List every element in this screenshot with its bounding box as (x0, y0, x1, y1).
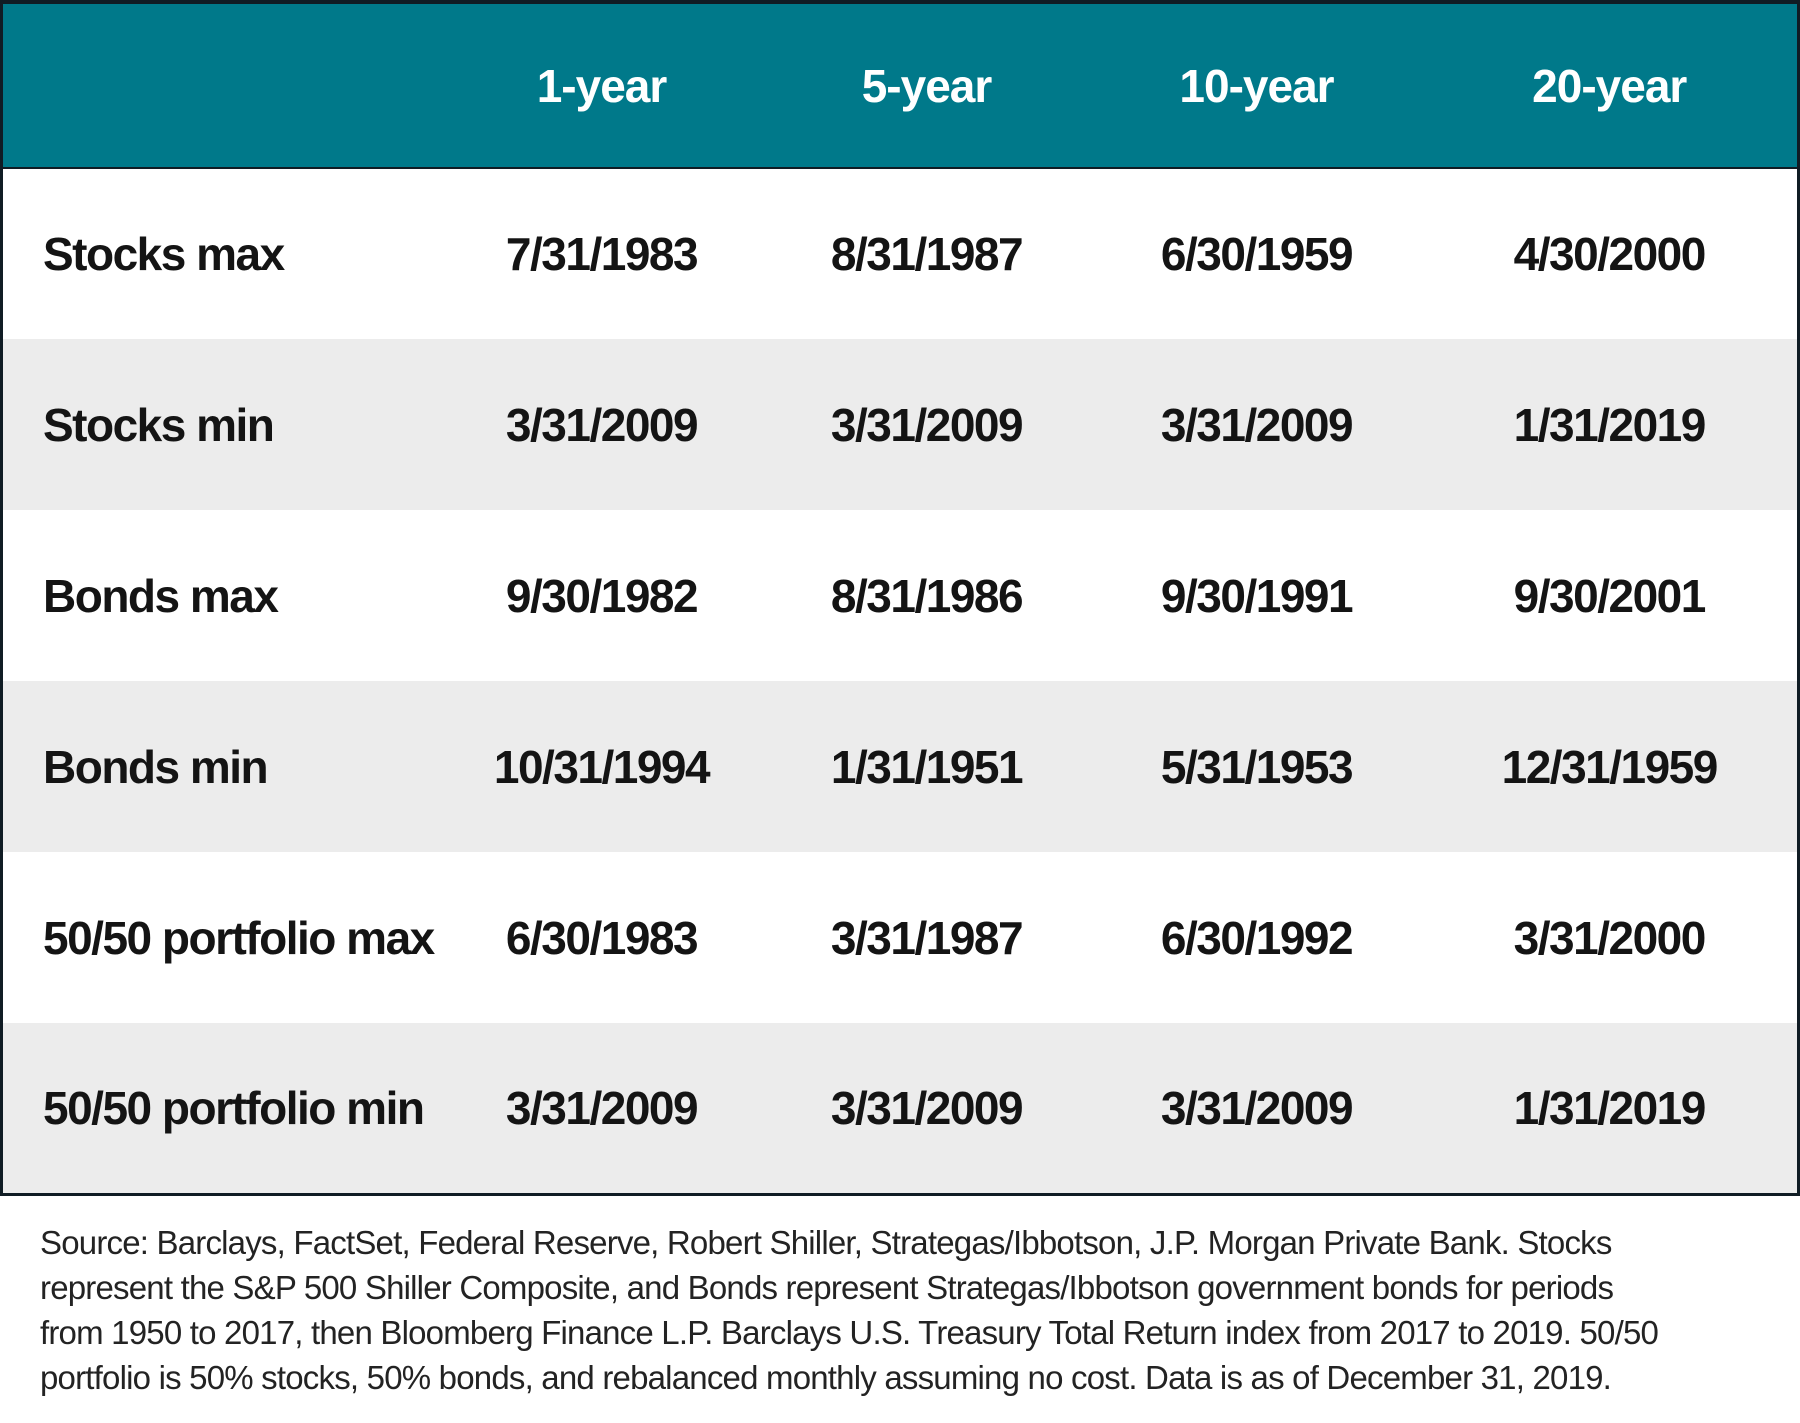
source-note-line: portfolio is 50% stocks, 50% bonds, and … (40, 1358, 1612, 1396)
source-note: Source: Barclays, FactSet, Federal Reser… (0, 1196, 1800, 1400)
cell-20-year: 3/31/2000 (1513, 911, 1707, 964)
cell-10-year: 3/31/2009 (1160, 398, 1354, 451)
header-row: 1-year 5-year 10-year 20-year (1, 2, 1799, 169)
data-table: 1-year 5-year 10-year 20-year Stocks max… (0, 0, 1800, 1196)
row-label: Bonds min (43, 740, 269, 793)
cell-1-year: 3/31/2009 (505, 1081, 699, 1134)
cell-10-year: 3/31/2009 (1160, 1081, 1354, 1134)
cell-5-year: 1/31/1951 (830, 740, 1024, 793)
table-row-bonds-max: Bonds max 9/30/1982 8/31/1986 9/30/1991 … (1, 510, 1799, 681)
cell-10-year: 9/30/1991 (1160, 569, 1354, 622)
row-label: Stocks max (43, 228, 285, 280)
table-row-5050-portfolio-max: 50/50 portfolio max 6/30/1983 3/31/1987 … (1, 852, 1799, 1023)
header-cell-1-year: 1-year (441, 2, 762, 169)
cell-20-year: 1/31/2019 (1513, 398, 1707, 451)
row-label: 50/50 portfolio min (43, 1081, 425, 1134)
cell-5-year: 3/31/1987 (830, 911, 1024, 964)
header-cell-20-year: 20-year (1421, 2, 1799, 169)
source-note-line: Source: Barclays, FactSet, Federal Reser… (40, 1223, 1612, 1261)
header-cell-5-year: 5-year (761, 2, 1092, 169)
cell-5-year: 3/31/2009 (830, 398, 1024, 451)
table-row-stocks-min: Stocks min 3/31/2009 3/31/2009 3/31/2009… (1, 339, 1799, 510)
source-note-line: represent the S&P 500 Shiller Composite,… (40, 1268, 1614, 1306)
cell-10-year: 6/30/1992 (1160, 911, 1354, 964)
header-cell-10-year: 10-year (1091, 2, 1422, 169)
row-label: 50/50 portfolio max (43, 911, 435, 964)
cell-10-year: 6/30/1959 (1160, 228, 1354, 280)
cell-5-year: 3/31/2009 (830, 1081, 1024, 1134)
cell-20-year: 12/31/1959 (1501, 740, 1719, 793)
table-row-bonds-min: Bonds min 10/31/1994 1/31/1951 5/31/1953… (1, 681, 1799, 852)
cell-1-year: 7/31/1983 (505, 228, 699, 280)
cell-20-year: 1/31/2019 (1513, 1081, 1707, 1134)
header-cell-empty (1, 2, 442, 169)
cell-5-year: 8/31/1986 (830, 569, 1024, 622)
cell-1-year: 6/30/1983 (505, 911, 699, 964)
source-note-line: from 1950 to 2017, then Bloomberg Financ… (40, 1313, 1659, 1351)
row-label: Bonds max (43, 569, 279, 622)
cell-1-year: 10/31/1994 (493, 740, 711, 793)
row-label: Stocks min (43, 398, 275, 451)
cell-20-year: 9/30/2001 (1513, 569, 1707, 622)
cell-20-year: 4/30/2000 (1513, 228, 1707, 280)
cell-5-year: 8/31/1987 (830, 228, 1024, 280)
cell-10-year: 5/31/1953 (1160, 740, 1354, 793)
table-row-stocks-max: Stocks max 7/31/1983 8/31/1987 6/30/1959… (1, 168, 1799, 339)
cell-1-year: 3/31/2009 (505, 398, 699, 451)
cell-1-year: 9/30/1982 (505, 569, 699, 622)
table-row-5050-portfolio-min: 50/50 portfolio min 3/31/2009 3/31/2009 … (1, 1023, 1799, 1194)
